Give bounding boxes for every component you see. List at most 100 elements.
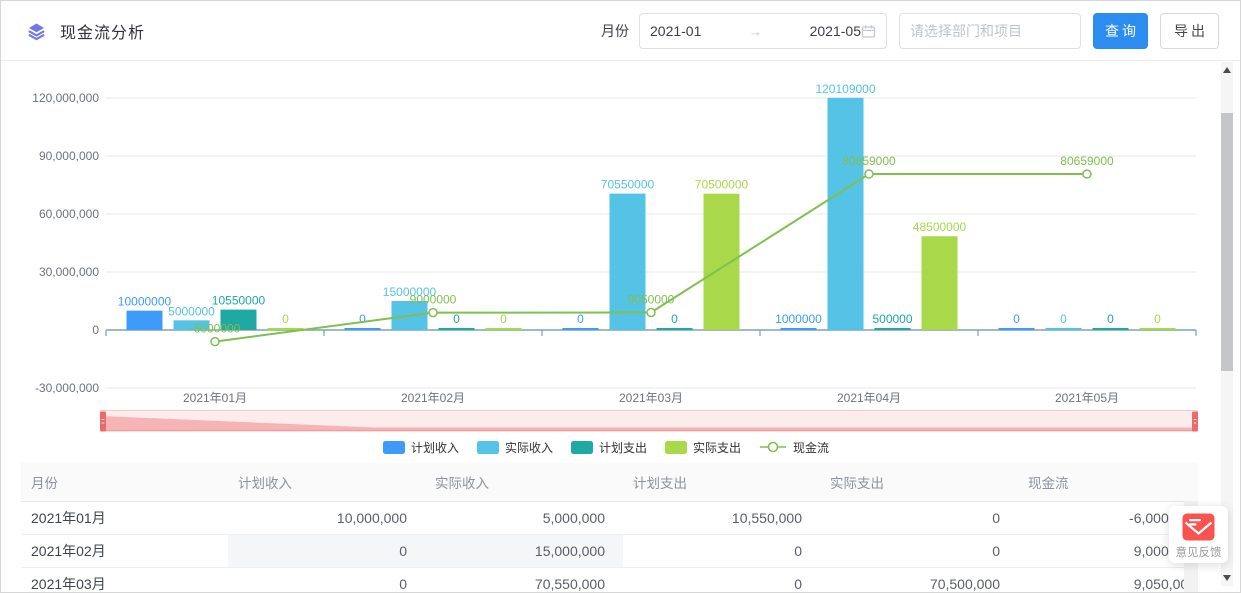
bar[interactable] [1092, 328, 1129, 330]
bar[interactable] [1045, 328, 1082, 330]
x-axis-category-label: 2021年03月 [619, 391, 683, 405]
feedback-button[interactable]: 意见反馈 [1169, 506, 1228, 563]
bar[interactable] [609, 193, 646, 330]
legend-item-计划支出[interactable]: 计划支出 [570, 439, 647, 456]
column-header: 实际收入 [425, 463, 623, 502]
table-cell: -6,000,000 [1018, 501, 1198, 535]
x-axis-category-label: 2021年04月 [837, 391, 901, 405]
line-point[interactable] [210, 336, 220, 347]
table-cell: 9,050,000 [1018, 567, 1198, 592]
scroll-down-icon[interactable] [1223, 575, 1231, 581]
calendar-icon[interactable] [861, 24, 876, 39]
line-point[interactable] [1082, 169, 1092, 179]
line-point[interactable] [864, 169, 874, 179]
y-axis-tick-label: 30,000,000 [39, 265, 99, 279]
y-axis-tick-label: 90,000,000 [39, 149, 99, 163]
feedback-label: 意见反馈 [1175, 547, 1222, 559]
column-header: 月份 [21, 463, 228, 502]
bar[interactable] [703, 193, 740, 330]
legend-swatch [570, 440, 593, 454]
legend-label: 实际收入 [504, 440, 553, 455]
datazoom-slider[interactable] [100, 409, 1198, 435]
table-cell: 10,000,000 [228, 501, 425, 535]
bar-value-label: 70550000 [601, 178, 655, 192]
bar[interactable] [438, 328, 475, 330]
bar[interactable] [780, 328, 817, 330]
legend-label: 计划收入 [410, 440, 459, 455]
table-cell: 5,000,000 [425, 501, 623, 535]
column-header: 现金流 [1018, 463, 1198, 502]
table-row: 2021年02月 0 15,000,000 0 0 9,000,000 [21, 534, 1198, 568]
bar[interactable] [126, 310, 163, 330]
table-cell: 0 [228, 534, 425, 568]
scroll-up-icon[interactable] [1223, 67, 1231, 73]
date-end-value[interactable]: 2021-05 [809, 23, 861, 39]
bar-value-label: 10550000 [212, 294, 266, 308]
bar-value-label: 15000000 [383, 285, 437, 299]
legend-item-实际支出[interactable]: 实际支出 [665, 439, 741, 456]
bar-value-label: 0 [282, 312, 289, 326]
column-header: 实际支出 [820, 463, 1018, 502]
department-project-select[interactable] [899, 13, 1081, 49]
line-value-label: -6000000 [190, 322, 241, 336]
page-header: 现金流分析 月份 2021-01 → 2021-05 查询 导出 [1, 1, 1240, 61]
bar[interactable] [173, 320, 210, 330]
table-cell: 0 [820, 501, 1018, 535]
bar[interactable] [921, 236, 958, 330]
table-cell: 2021年02月 [21, 534, 228, 568]
legend-item-计划收入[interactable]: 计划收入 [382, 439, 459, 456]
bar[interactable] [485, 328, 522, 330]
table-cell: 0 [623, 534, 820, 568]
table-cell: 70,550,000 [425, 567, 623, 592]
legend-item-现金流[interactable]: 现金流 [759, 439, 829, 456]
table-cell: 9,000,000 [1018, 534, 1198, 568]
month-field-label: 月份 [601, 23, 629, 39]
datazoom-handle[interactable] [1192, 411, 1198, 432]
cashflow-table: 月份 计划收入 实际收入 计划支出 实际支出 现金流 2021年01月 10,000,000 5… [21, 463, 1198, 592]
export-button[interactable]: 导出 [1160, 13, 1219, 49]
bar-value-label: 0 [1013, 312, 1020, 326]
line-value-label: 80659000 [1060, 154, 1114, 168]
column-header: 计划支出 [623, 463, 820, 502]
legend-label: 计划支出 [598, 440, 647, 455]
bar[interactable] [874, 328, 911, 330]
chart-legend: 计划收入 实际收入 计划支出 实际支出 现金流 [1, 437, 1211, 457]
x-axis-category-label: 2021年01月 [183, 391, 247, 405]
line-point[interactable] [646, 307, 656, 318]
bar-value-label: 0 [671, 312, 678, 326]
date-start-value[interactable]: 2021-01 [650, 23, 702, 39]
y-axis-tick-label: 0 [92, 323, 99, 337]
table-cell: 0 [623, 567, 820, 592]
page-scrollbar[interactable] [1221, 62, 1233, 586]
datazoom-data-shadow [100, 416, 1198, 430]
line-value-label: 9050000 [628, 293, 675, 307]
bar[interactable] [998, 328, 1035, 330]
table-cell: 0 [228, 567, 425, 592]
y-axis-tick-label: 120,000,000 [32, 91, 99, 105]
legend-swatch [382, 440, 405, 454]
bar[interactable] [656, 328, 693, 330]
date-range-picker[interactable]: 2021-01 → 2021-05 [639, 13, 887, 49]
bar[interactable] [344, 328, 381, 330]
bar-value-label: 0 [453, 312, 460, 326]
x-axis-category-label: 2021年05月 [1055, 391, 1119, 405]
line-point[interactable] [428, 307, 438, 318]
bar[interactable] [827, 97, 864, 330]
line-value-label: 80659000 [842, 154, 896, 168]
query-button[interactable]: 查询 [1093, 13, 1148, 49]
bar[interactable] [267, 328, 304, 330]
table-row: 2021年03月 0 70,550,000 0 70,500,000 9,050,000 [21, 567, 1198, 592]
bar-value-label: 0 [577, 312, 584, 326]
bar[interactable] [1139, 328, 1176, 330]
legend-item-实际收入[interactable]: 实际收入 [476, 439, 553, 456]
scrollbar-thumb[interactable] [1221, 113, 1233, 371]
legend-label: 实际支出 [693, 440, 742, 455]
datazoom-handle[interactable] [100, 411, 106, 432]
bar[interactable] [220, 309, 257, 330]
cashflow-chart[interactable]: 120,000,000 90,000,000 60,000,000 30,000,00… [1, 61, 1221, 409]
feedback-envelope-icon [1182, 513, 1215, 541]
date-range-arrow: → [749, 23, 762, 39]
bar[interactable] [562, 328, 599, 330]
table-cell: 2021年01月 [21, 501, 228, 535]
